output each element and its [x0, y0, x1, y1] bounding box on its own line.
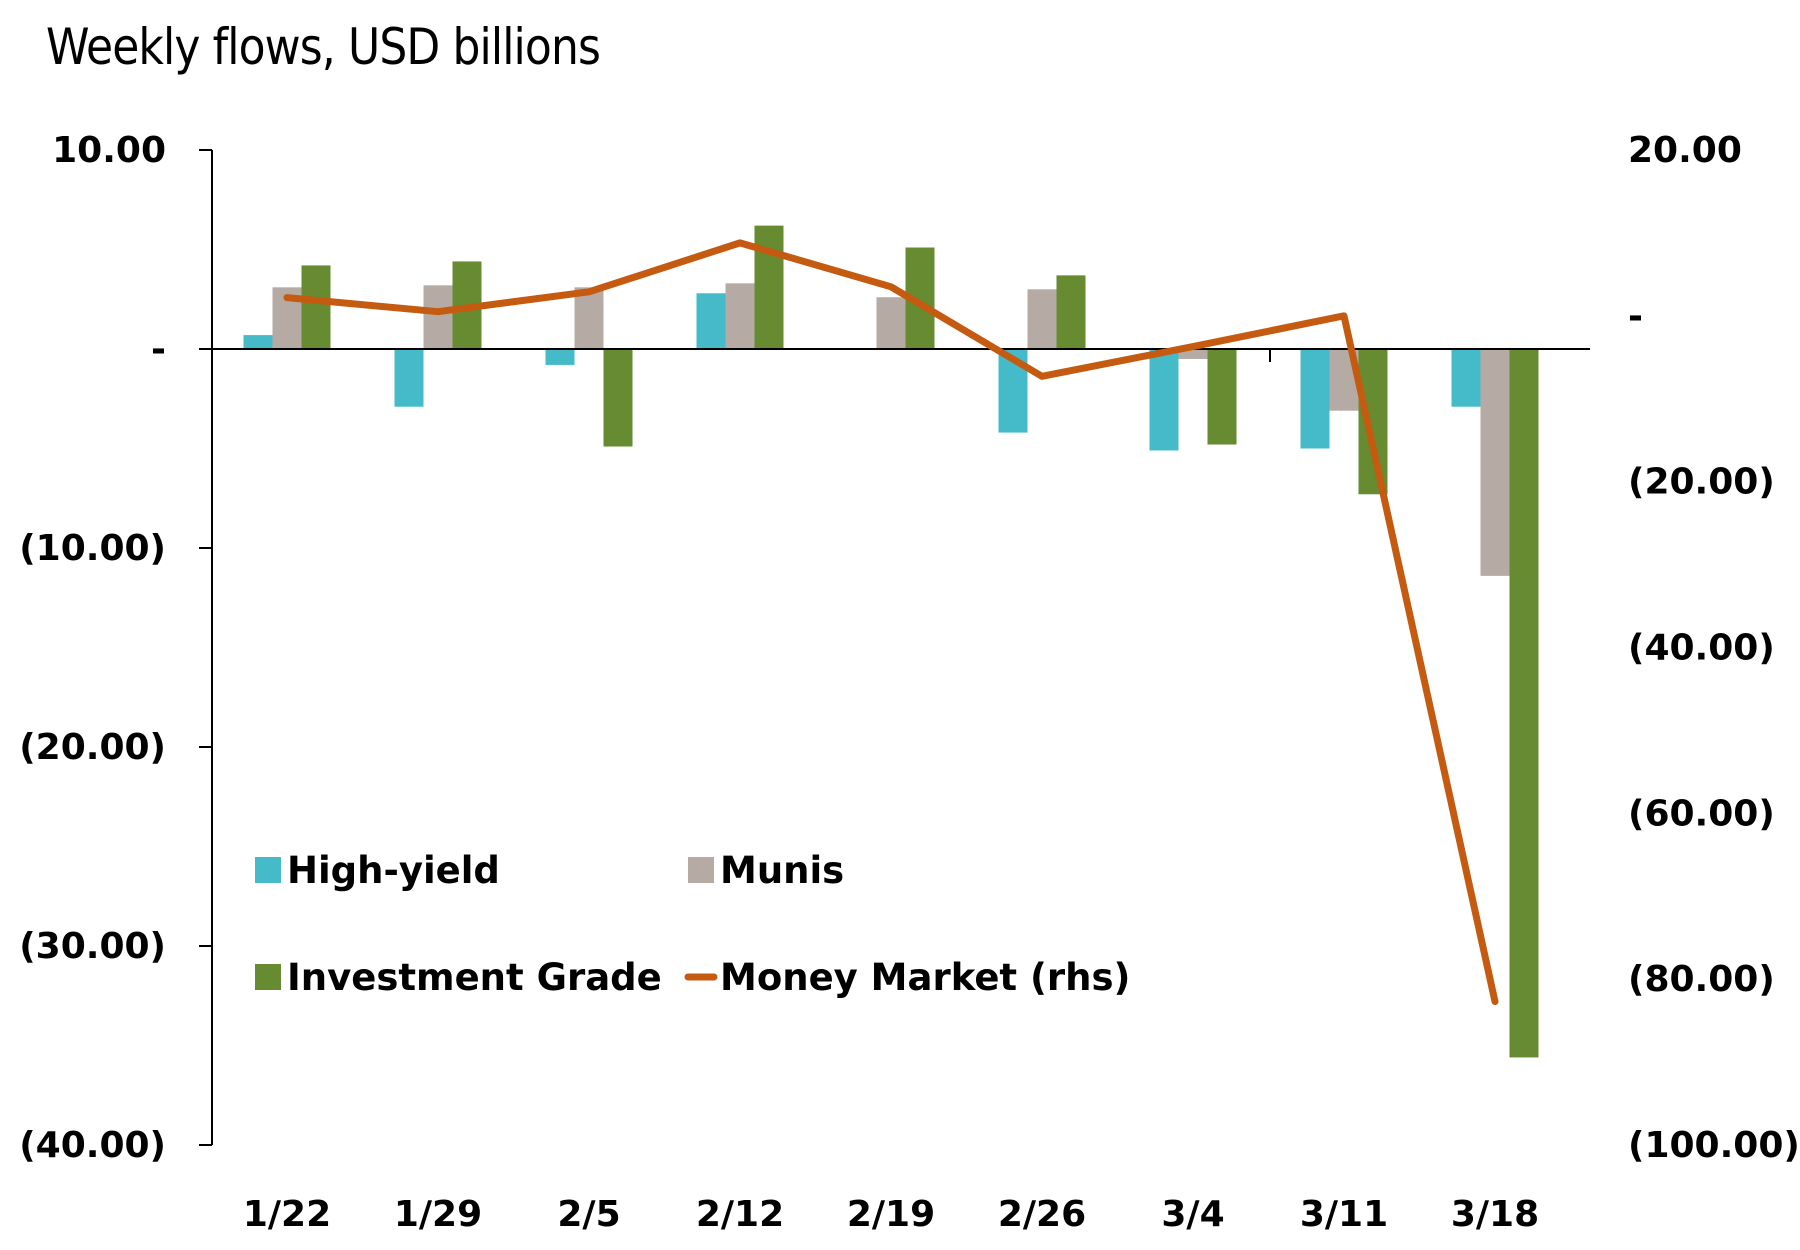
bar-munis — [725, 283, 755, 349]
line-layer — [283, 239, 1499, 1006]
x-tick-label: 2/19 — [847, 1194, 935, 1235]
legend-label-investment-grade: Investment Grade — [287, 956, 662, 999]
left-y-tick-label: - — [151, 329, 166, 370]
bar-high-yield — [696, 293, 726, 349]
bar-high-yield — [243, 335, 273, 349]
x-axis-ticks: 1/22 1/29 2/5 2/12 2/19 2/26 3/4 3/11 3/18 — [243, 349, 1539, 1235]
bar-high-yield — [1300, 349, 1330, 449]
legend-swatch-munis — [688, 857, 714, 883]
left-y-tick-label: (20.00) — [19, 727, 166, 768]
bar-munis — [876, 297, 906, 349]
right-y-tick-label: - — [1628, 296, 1643, 337]
bar-investment-grade — [301, 265, 331, 349]
x-tick-label: 1/29 — [394, 1194, 482, 1235]
right-y-tick-label: (60.00) — [1628, 793, 1775, 834]
left-y-tick-label: (40.00) — [19, 1125, 166, 1166]
x-tick-label: 2/12 — [696, 1194, 784, 1235]
x-tick-label: 2/26 — [998, 1194, 1086, 1235]
left-y-tick-label: (10.00) — [19, 528, 166, 569]
bar-investment-grade — [1056, 275, 1086, 349]
chart-title: Weekly flows, USD billions — [46, 18, 601, 76]
right-y-tick-label: (100.00) — [1628, 1125, 1800, 1166]
bar-investment-grade — [754, 225, 784, 349]
bar-munis — [423, 285, 453, 349]
right-y-tick-label: (80.00) — [1628, 959, 1775, 1000]
left-y-tick-label: (30.00) — [19, 926, 166, 967]
bar-investment-grade — [1207, 349, 1237, 445]
left-y-axis-ticks: 10.00 - (10.00) (20.00) (30.00) (40.00) — [19, 130, 212, 1166]
legend-label-high-yield: High-yield — [287, 849, 500, 892]
legend-label-money-market-rhs: Money Market (rhs) — [720, 956, 1130, 999]
legend-label-munis: Munis — [720, 849, 844, 892]
right-y-axis-ticks: 20.00 - (20.00) (40.00) (60.00) (80.00) (100.0… — [1628, 130, 1800, 1166]
x-tick-label: 3/11 — [1300, 1194, 1388, 1235]
right-y-tick-label: (40.00) — [1628, 628, 1775, 669]
bar-high-yield — [1451, 349, 1481, 407]
left-y-tick-label: 10.00 — [52, 130, 166, 171]
right-y-tick-label: (20.00) — [1628, 462, 1775, 503]
x-tick-label: 2/5 — [557, 1194, 620, 1235]
right-y-tick-label: 20.00 — [1628, 130, 1742, 171]
bar-high-yield — [545, 349, 575, 365]
bar-high-yield — [394, 349, 424, 407]
bar-investment-grade — [1509, 349, 1539, 1058]
bar-munis — [1480, 349, 1510, 576]
x-tick-label: 3/4 — [1161, 1194, 1224, 1235]
bar-high-yield — [1149, 349, 1179, 451]
bar-munis — [1027, 289, 1057, 349]
x-tick-label: 3/18 — [1451, 1194, 1539, 1235]
axes-layer — [211, 150, 1590, 1145]
legend-swatch-high-yield — [255, 857, 281, 883]
legend-swatch-investment-grade — [255, 964, 281, 990]
bar-munis — [1178, 349, 1208, 359]
x-tick-label: 1/22 — [243, 1194, 331, 1235]
bars-layer — [243, 225, 1539, 1058]
legend: High-yield Munis Investment Grade Money Mar… — [255, 849, 1130, 999]
bar-investment-grade — [1358, 349, 1388, 495]
bar-investment-grade — [603, 349, 633, 447]
bar-munis — [574, 287, 604, 349]
